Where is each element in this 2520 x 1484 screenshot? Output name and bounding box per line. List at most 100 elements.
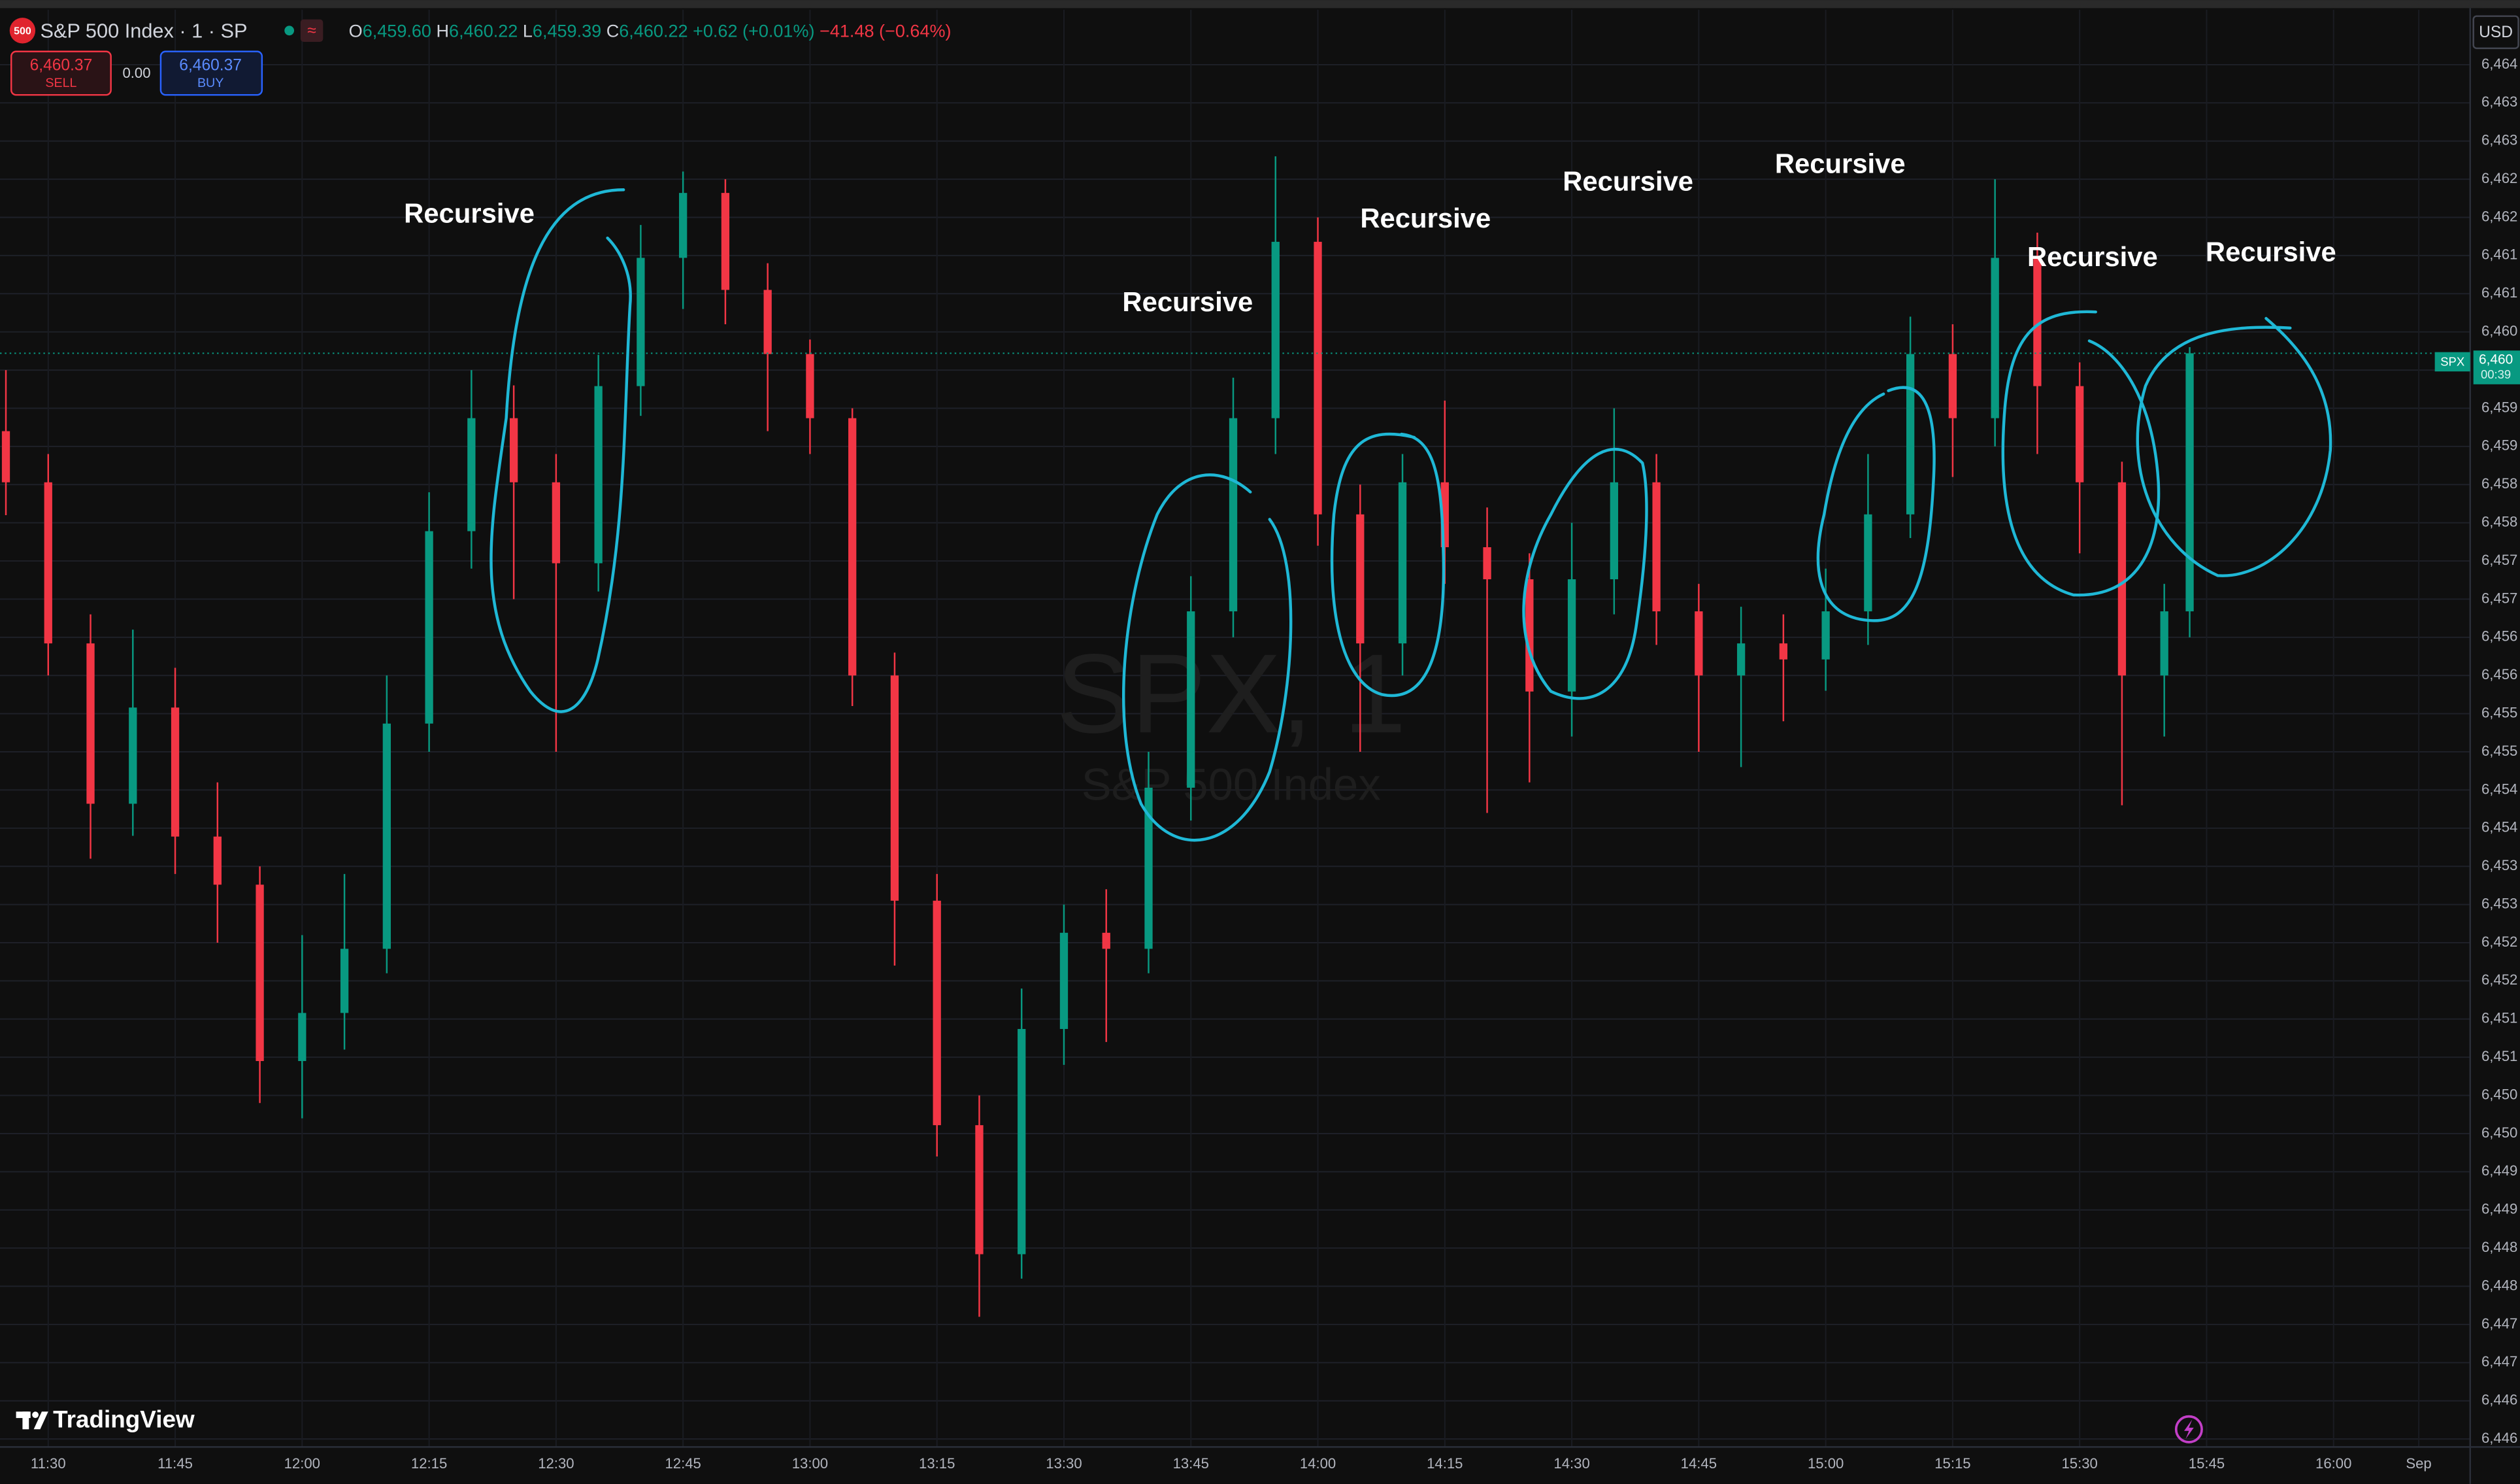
candle-body [721,193,730,290]
x-tick-label: 12:45 [665,1455,701,1472]
x-tick-label: 12:00 [284,1455,320,1472]
ohlc-value: 6,459.60 [363,21,431,41]
symbol-name[interactable]: S&P 500 Index · 1 · SP [40,19,247,42]
x-tick-label: 11:30 [31,1455,66,1472]
ohlc-value: 6,459.39 [533,21,601,41]
candle-body [1610,482,1618,580]
candle-body [1271,241,1280,418]
brand-logo [22,1411,29,1430]
annotation: Recursive [404,198,535,229]
x-tick-label: 15:00 [1808,1455,1844,1472]
x-tick-label: 13:45 [1173,1455,1209,1472]
symbol-tag-text: SPX [2440,355,2464,369]
y-tick-label: 6,450 [2481,1086,2517,1102]
candle-body [2033,258,2042,386]
annotation: Recursive [2206,237,2336,267]
y-tick-label: 6,447 [2481,1315,2517,1332]
y-tick-label: 6,451 [2481,1048,2517,1064]
candle-body [1314,241,1322,514]
annotations: Recursive Recursive Recursive Recursive … [404,148,2336,316]
candle-body [1906,354,1915,514]
candle-body [382,723,391,949]
sell-button[interactable]: 6,460.37 SELL [10,50,112,96]
drawings [489,188,2332,842]
y-tick-label: 6,446 [2481,1392,2517,1408]
price-tag [2473,350,2520,384]
countdown: 00:39 [2481,367,2511,381]
candle-body [467,418,476,531]
buy-price[interactable]: 6,460.37 [179,56,242,74]
alert-icon[interactable] [2174,1415,2203,1443]
candle-body [425,531,433,724]
ohlc-value: 6,460.22 [619,21,688,41]
ohlc-legend: O6,459.60 H6,460.22 L6,459.39 C6,460.22 … [349,21,952,41]
watermark-symbol: SPX, 1 [1056,631,1406,756]
sell-label[interactable]: SELL [45,76,76,90]
symbol-logo [9,18,36,44]
top-bar [0,0,2520,8]
candle-body [1144,787,1153,949]
candle-body [340,949,349,1013]
y-tick-label: 6,449 [2481,1201,2517,1217]
candle-body [763,290,772,354]
y-tick-label: 6,452 [2481,934,2517,950]
buy-label[interactable]: BUY [197,76,224,90]
candle-body [890,675,899,901]
drawn-loop [2001,310,2161,597]
sell-price[interactable]: 6,460.37 [30,56,93,74]
candle-body [1398,482,1407,644]
annotation: Recursive [1122,286,1253,317]
candle-body [975,1125,984,1255]
buy-box[interactable] [159,50,263,96]
candle-body [44,482,52,644]
y-tick-label: 6,455 [2481,743,2517,759]
currency[interactable]: USD [2479,24,2513,41]
alert-icon-bolt[interactable] [2184,1419,2194,1440]
annotation: Recursive [1360,203,1491,233]
candles [0,156,2470,1317]
candle-body [2117,482,2127,676]
drawn-loop [2136,316,2332,577]
y-tick-label: 6,453 [2481,857,2517,873]
candle-body [1779,643,1788,660]
candle-body [2185,353,2194,612]
candle-body [1483,547,1491,580]
candle-body [1187,611,1195,788]
y-tick-label: 6,463 [2481,132,2517,148]
y-tick-label: 6,455 [2481,704,2517,720]
candle-body [637,258,645,386]
sell-box[interactable] [10,50,112,96]
x-tick-label: 14:00 [1300,1455,1336,1472]
x-tick-label: Sep [2406,1455,2431,1472]
y-tick-label: 6,452 [2481,971,2517,988]
y-tick-label: 6,460 [2481,323,2517,339]
candle-body [1948,354,1957,418]
y-tick-label: 6,457 [2481,590,2517,606]
brand-name: TradingView [53,1406,195,1433]
annotation: Recursive [2027,241,2158,272]
buy-button[interactable]: 6,460.37 BUY [159,50,263,96]
x-tick-label: 15:15 [1934,1455,1970,1472]
ohlc-value: 6,460.22 [449,21,518,41]
symbol-tag [2434,352,2470,372]
drawn-loop [489,188,632,713]
candle-body [2160,611,2168,676]
y-tick-label: 6,454 [2481,819,2517,835]
data-status-icon: ≈ [307,22,316,40]
candle-body [1991,258,1999,418]
y-tick-label: 6,449 [2481,1162,2517,1179]
currency-box[interactable] [2472,15,2519,50]
candle-body [1652,482,1661,612]
annotation: Recursive [1775,148,1906,178]
candle-body [552,482,561,564]
ohlc-key: H [437,21,450,41]
candle-body [679,193,688,258]
candle-body [1736,643,1746,676]
candle-body [298,1013,307,1062]
ohlc-key: L [523,21,533,41]
data-status [300,19,323,42]
candle-body [1102,932,1110,949]
candle-body [1821,611,1830,660]
